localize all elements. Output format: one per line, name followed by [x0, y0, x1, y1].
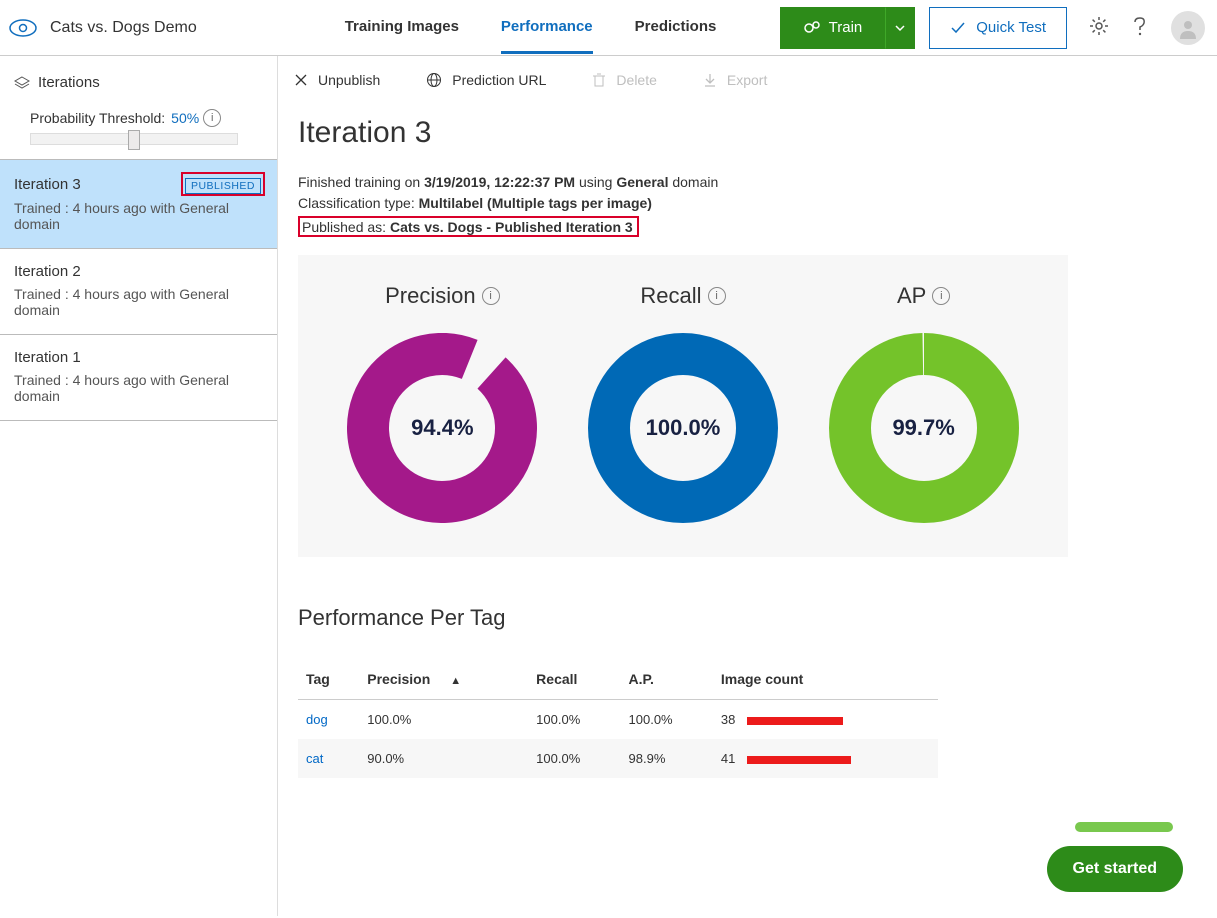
iterations-sidebar: Iterations Probability Threshold: 50% i … — [0, 56, 278, 916]
iteration-subtitle: Trained : 4 hours ago with General domai… — [14, 200, 263, 232]
top-bar: Cats vs. Dogs Demo Training Images Perfo… — [0, 0, 1217, 56]
performance-table: Tag Precision▲ Recall A.P. Image count d… — [298, 659, 938, 778]
metric-ap: APi 99.7% — [829, 283, 1019, 523]
threshold-slider[interactable] — [30, 133, 238, 145]
caret-down-icon — [895, 23, 905, 33]
perf-per-tag-title: Performance Per Tag — [298, 605, 1217, 631]
question-icon — [1131, 16, 1149, 36]
iteration-name: Iteration 3 — [14, 176, 81, 193]
col-tag[interactable]: Tag — [298, 659, 359, 700]
recall-value: 100.0% — [588, 333, 778, 523]
unpublish-button[interactable]: Unpublish — [294, 72, 380, 88]
table-row: cat 90.0%100.0%98.9%41 — [298, 739, 938, 778]
cell-image-count: 41 — [713, 739, 938, 778]
iteration-item[interactable]: Iteration 2 Trained : 4 hours ago with G… — [0, 249, 277, 335]
count-bar — [747, 756, 851, 764]
col-image-count[interactable]: Image count — [713, 659, 938, 700]
ap-value: 99.7% — [829, 333, 1019, 523]
settings-button[interactable] — [1089, 16, 1109, 39]
iteration-item[interactable]: Iteration 3 PUBLISHED Trained : 4 hours … — [0, 159, 277, 249]
cell-ap: 100.0% — [621, 700, 713, 740]
ap-donut: 99.7% — [829, 333, 1019, 523]
delete-button: Delete — [592, 72, 656, 88]
help-button[interactable] — [1131, 16, 1149, 39]
train-dropdown-button[interactable] — [885, 7, 915, 49]
precision-value: 94.4% — [347, 333, 537, 523]
metrics-card: Precisioni 94.4% Recalli 100.0% APi — [298, 255, 1068, 557]
metric-recall: Recalli 100.0% — [588, 283, 778, 523]
cell-ap: 98.9% — [621, 739, 713, 778]
iteration-subtitle: Trained : 4 hours ago with General domai… — [14, 372, 263, 404]
info-icon[interactable]: i — [203, 109, 221, 127]
globe-icon — [426, 72, 442, 88]
gear-icon — [1089, 16, 1109, 36]
iteration-item[interactable]: Iteration 1 Trained : 4 hours ago with G… — [0, 335, 277, 421]
quick-test-label: Quick Test — [976, 19, 1046, 36]
sort-caret-icon: ▲ — [450, 675, 461, 687]
cell-image-count: 38 — [713, 700, 938, 740]
command-bar: Unpublish Prediction URL Delete Export — [278, 56, 1217, 104]
published-as-highlight: Published as: Cats vs. Dogs - Published … — [298, 216, 639, 237]
close-icon — [294, 73, 308, 87]
tab-training-images[interactable]: Training Images — [345, 2, 459, 53]
info-icon[interactable]: i — [708, 287, 726, 305]
cell-recall: 100.0% — [528, 700, 620, 740]
download-icon — [703, 72, 717, 88]
user-avatar[interactable] — [1171, 11, 1205, 45]
get-started-button[interactable]: Get started — [1047, 846, 1183, 892]
train-label: Train — [829, 19, 863, 36]
table-row: dog100.0%100.0%100.0%38 — [298, 700, 938, 740]
page-title: Iteration 3 — [298, 116, 1217, 150]
sidebar-title: Iterations — [38, 74, 100, 91]
layers-icon — [14, 76, 30, 90]
threshold-control: Probability Threshold: 50% i — [0, 105, 277, 159]
iteration-name: Iteration 2 — [14, 263, 81, 280]
classification-type-line: Classification type: Multilabel (Multipl… — [298, 195, 1217, 211]
metric-precision: Precisioni 94.4% — [347, 283, 537, 523]
info-icon[interactable]: i — [932, 287, 950, 305]
prediction-url-button[interactable]: Prediction URL — [426, 72, 546, 88]
precision-donut: 94.4% — [347, 333, 537, 523]
tab-performance[interactable]: Performance — [501, 2, 593, 54]
threshold-label: Probability Threshold: — [30, 110, 165, 126]
iteration-subtitle: Trained : 4 hours ago with General domai… — [14, 286, 263, 318]
train-button[interactable]: Train — [780, 7, 886, 49]
main-panel: Unpublish Prediction URL Delete Export I… — [278, 56, 1217, 916]
gears-icon — [803, 19, 821, 37]
trash-icon — [592, 72, 606, 88]
tag-link[interactable]: dog — [306, 712, 328, 727]
check-icon — [950, 20, 966, 36]
app-logo — [8, 16, 38, 40]
tag-link[interactable]: cat — [306, 751, 323, 766]
published-as-line: Published as: Cats vs. Dogs - Published … — [298, 216, 1217, 237]
eye-icon — [8, 16, 38, 40]
count-bar — [747, 717, 843, 725]
col-ap[interactable]: A.P. — [621, 659, 713, 700]
train-button-group: Train — [780, 7, 916, 49]
col-recall[interactable]: Recall — [528, 659, 620, 700]
sidebar-header: Iterations — [0, 56, 277, 105]
published-highlight: PUBLISHED — [183, 174, 263, 194]
threshold-value: 50% — [171, 110, 199, 126]
quick-test-button[interactable]: Quick Test — [929, 7, 1067, 49]
project-title: Cats vs. Dogs Demo — [50, 19, 197, 37]
floating-chip — [1075, 822, 1173, 832]
col-precision[interactable]: Precision▲ — [359, 659, 528, 700]
cell-precision: 90.0% — [359, 739, 528, 778]
cell-precision: 100.0% — [359, 700, 528, 740]
recall-donut: 100.0% — [588, 333, 778, 523]
iteration-name: Iteration 1 — [14, 349, 81, 366]
info-icon[interactable]: i — [482, 287, 500, 305]
tab-predictions[interactable]: Predictions — [635, 2, 717, 53]
training-info-line: Finished training on 3/19/2019, 12:22:37… — [298, 174, 1217, 190]
export-button: Export — [703, 72, 767, 88]
avatar-icon — [1177, 17, 1199, 39]
published-badge: PUBLISHED — [185, 178, 261, 194]
cell-recall: 100.0% — [528, 739, 620, 778]
slider-thumb[interactable] — [128, 130, 140, 150]
main-tabs: Training Images Performance Predictions — [345, 2, 717, 53]
